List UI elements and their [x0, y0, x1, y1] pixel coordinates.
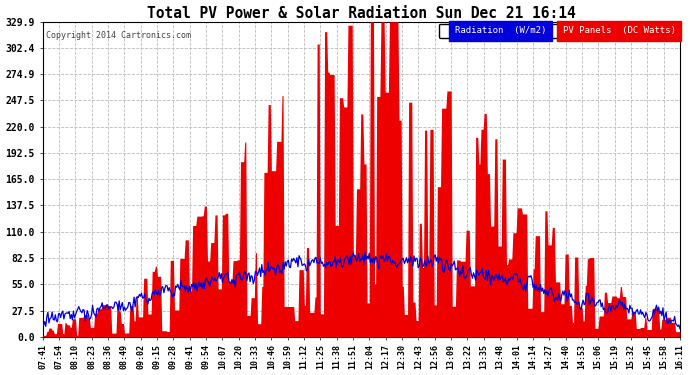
Text: Copyright 2014 Cartronics.com: Copyright 2014 Cartronics.com — [46, 31, 190, 40]
Title: Total PV Power & Solar Radiation Sun Dec 21 16:14: Total PV Power & Solar Radiation Sun Dec… — [147, 6, 575, 21]
Legend: Radiation  (W/m2), PV Panels  (DC Watts): Radiation (W/m2), PV Panels (DC Watts) — [439, 24, 678, 38]
